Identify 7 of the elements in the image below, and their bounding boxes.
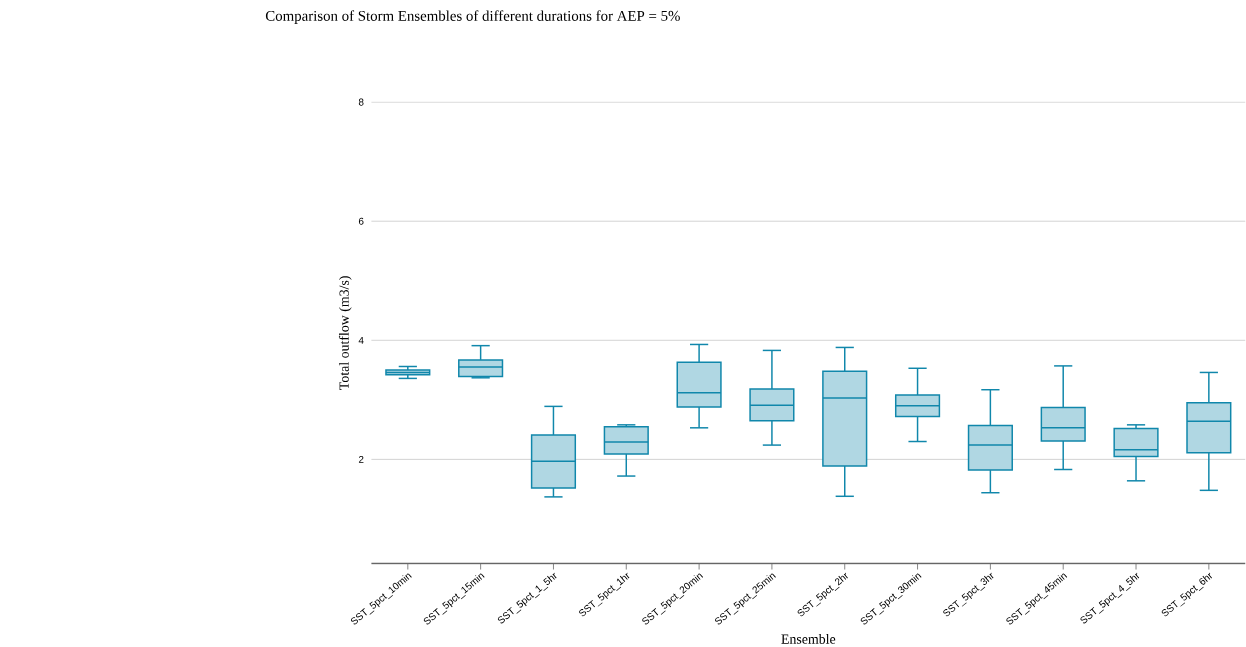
y-tick-label: 2 [358,455,364,463]
y-tick-label: 8 [358,98,364,106]
x-axis-title: Ensemble [781,633,836,644]
y-tick-label: 4 [358,336,364,344]
y-tick-label: 6 [358,217,364,225]
y-axis-title: Total outflow (m3/s) [338,276,352,390]
chart-title: Comparison of Storm Ensembles of different durations for AEP = 5% [265,10,680,24]
